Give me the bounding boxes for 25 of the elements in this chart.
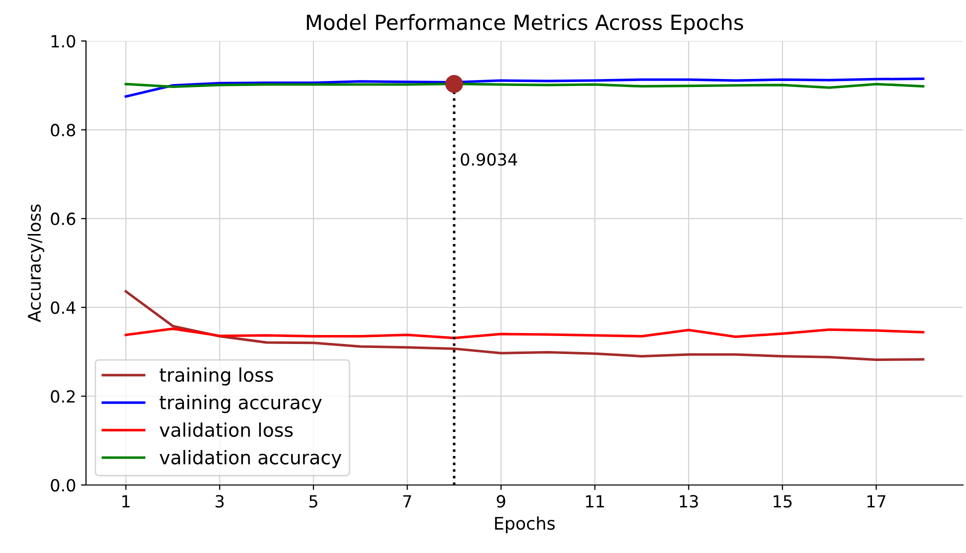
x-tick-label: 17	[867, 495, 886, 508]
x-tick-label: 1	[122, 495, 130, 508]
line-series	[124, 327, 924, 340]
x-tick-label: 3	[216, 495, 224, 508]
x-tick-label: 5	[309, 495, 318, 508]
x-tick-label: 13	[680, 495, 698, 508]
y-axis-title: Accuracy/loss	[27, 204, 44, 322]
y-tick-label: 0.2	[50, 390, 75, 403]
x-tick-label: 9	[496, 495, 506, 508]
y-tick-label: 0.6	[50, 212, 76, 226]
y-tick-label: 1.0	[52, 34, 76, 48]
annotation: 0.9034	[460, 153, 518, 166]
legend-label: training loss	[160, 367, 274, 386]
x-tick-label: 15	[774, 495, 792, 508]
x-axis-title: Epochs	[495, 516, 555, 534]
chart-title: Model Performance Metrics Across Epochs	[306, 14, 744, 34]
legend-label: validation loss	[160, 422, 293, 437]
x-tick-label: 7	[403, 495, 412, 508]
y-tick-label: 0.4	[50, 301, 76, 314]
y-tick-label: 0.0	[50, 478, 76, 492]
line-series	[124, 290, 924, 362]
x-tick-label: 11	[586, 495, 604, 508]
legend-label: validation accuracy	[160, 450, 342, 468]
legend-label: training accuracy	[160, 394, 322, 414]
y-tick-label: 0.8	[50, 124, 76, 136]
